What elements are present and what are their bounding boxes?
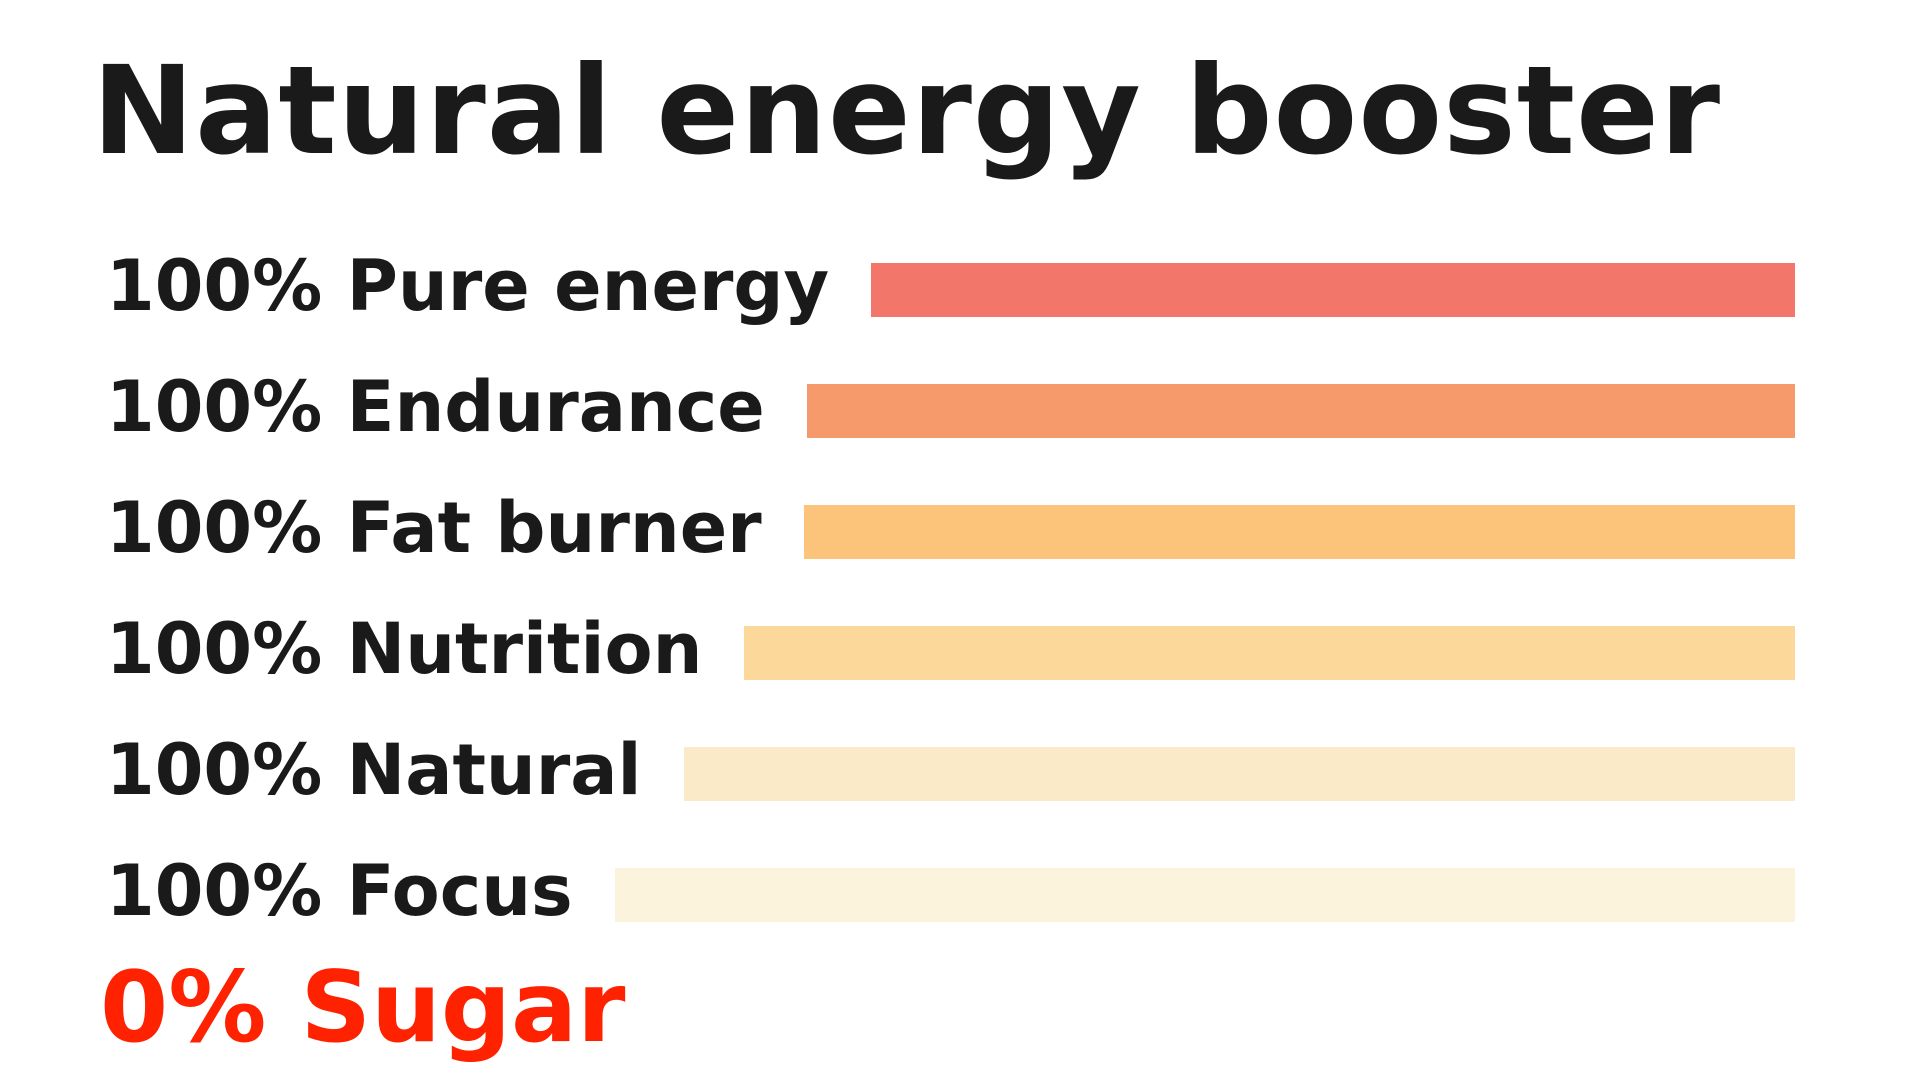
bar bbox=[744, 626, 1795, 680]
bar bbox=[871, 263, 1795, 317]
bar bbox=[806, 384, 1795, 438]
sugar-note: 0% Sugar bbox=[100, 951, 626, 1065]
row-label: 100% Natural bbox=[106, 729, 642, 811]
row-label: 100% Nutrition bbox=[106, 608, 703, 690]
bar bbox=[803, 505, 1795, 559]
bar bbox=[683, 747, 1795, 801]
row-label: 100% Endurance bbox=[106, 366, 765, 448]
row-label: 100% Pure energy bbox=[106, 245, 830, 327]
row-label: 100% Focus bbox=[106, 850, 573, 932]
bar bbox=[614, 868, 1795, 922]
row-label: 100% Fat burner bbox=[106, 487, 762, 569]
chart-title: Natural energy booster bbox=[92, 40, 1722, 182]
